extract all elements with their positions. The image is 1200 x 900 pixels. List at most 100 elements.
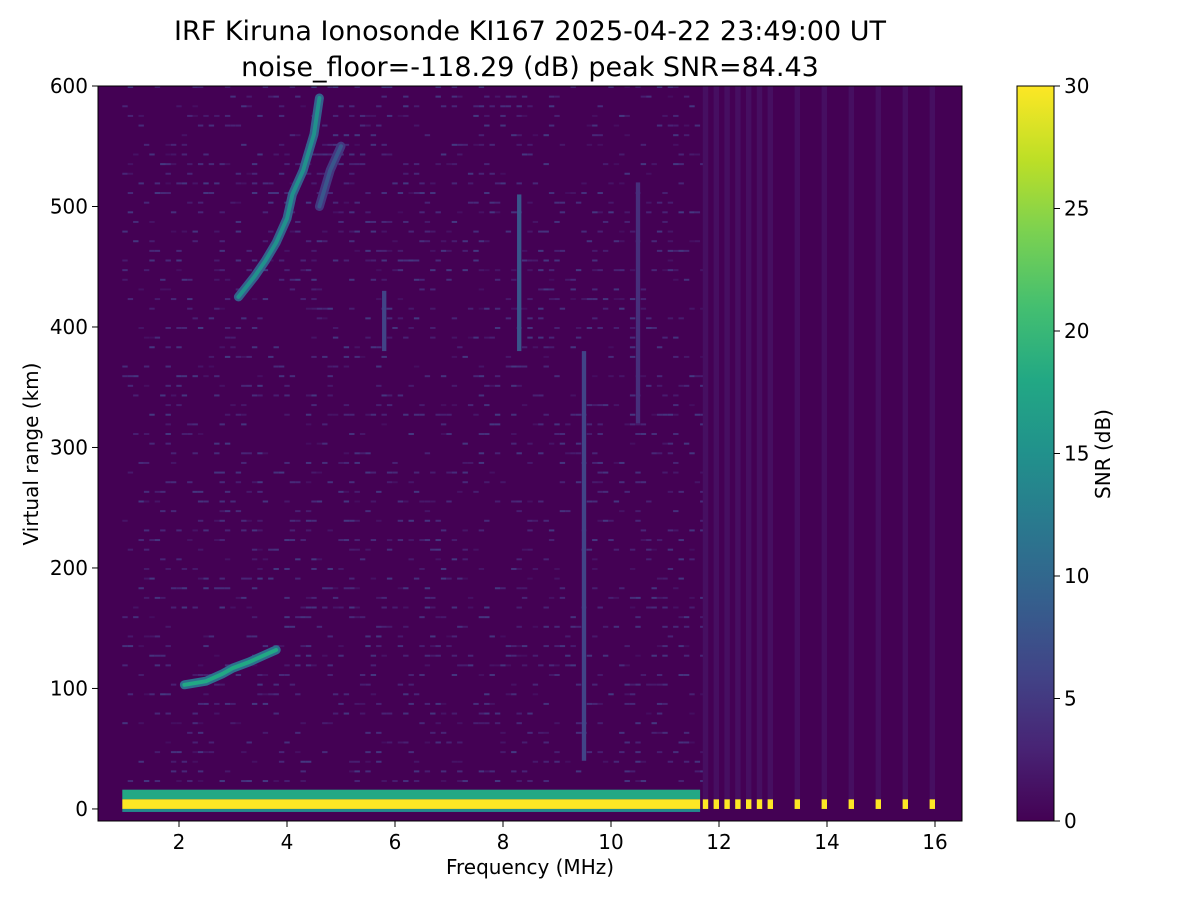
noise-cell [251,635,258,638]
noise-cell [365,770,371,773]
noise-cell [349,577,355,580]
noise-cell [386,220,393,223]
noise-cell [300,645,306,648]
noise-cell [651,722,657,725]
noise-cell [408,384,414,387]
noise-cell [241,404,247,407]
noise-cell [311,664,317,667]
noise-cell [262,693,269,696]
noise-cell [640,780,647,783]
noise-cell [181,567,188,570]
x-tick-label: 6 [389,830,402,854]
noise-cell [446,500,452,503]
noise-cell [451,539,458,542]
noise-cell [376,625,382,628]
noise-cell [305,240,312,243]
noise-cell [435,741,441,744]
noise-cell [592,249,598,252]
noise-cell [370,220,377,223]
noise-cell [127,693,134,696]
noise-cell [181,182,188,185]
noise-cell [327,384,333,387]
noise-cell [170,587,177,590]
noise-cell [548,95,555,98]
noise-cell [149,693,155,696]
noise-cell [424,510,431,513]
noise-cell [543,625,549,628]
noise-cell [214,394,220,397]
noise-cell [592,461,598,464]
noise-cell [176,558,182,561]
noise-cell [311,355,317,358]
noise-cell [397,539,404,542]
noise-cell [527,500,533,503]
noise-cell [424,587,431,590]
noise-cell [624,220,630,223]
noise-cell [451,163,458,166]
noise-cell [570,86,576,88]
noise-cell [586,143,593,146]
noise-cell [635,760,641,763]
noise-cell [241,519,247,522]
noise-cell [424,220,431,223]
noise-cell [154,539,161,542]
noise-cell [160,278,166,281]
noise-cell [565,654,571,657]
noise-cell [122,269,128,272]
noise-cell [403,259,409,262]
noise-cell [462,143,468,146]
noise-cell [527,548,533,551]
noise-cell [581,298,587,301]
noise-cell [511,95,517,98]
noise-cell [592,702,598,705]
noise-cell [624,780,630,783]
noise-cell [359,114,366,117]
noise-cell [349,760,355,763]
noise-cell [451,86,458,88]
noise-cell [619,298,625,301]
noise-cell [165,163,171,166]
noise-cell [219,780,225,783]
noise-cell [646,317,652,320]
noise-cell [656,674,663,676]
noise-cell [365,760,371,763]
noise-cell [602,625,609,628]
noise-cell [473,143,479,146]
noise-cell [440,567,447,570]
noise-cell [608,355,614,358]
noise-cell [484,712,490,715]
noise-cell [511,693,517,696]
noise-cell [667,240,674,243]
noise-cell [413,124,420,127]
noise-cell [311,606,317,609]
noise-cell [581,182,587,185]
noise-cell [127,192,134,195]
noise-cell [246,249,252,252]
noise-cell [521,548,528,551]
noise-cell [289,86,296,88]
noise-cell [214,587,220,590]
noise-cell [430,249,436,252]
noise-cell [500,751,506,754]
noise-cell [527,269,533,272]
noise-cell [197,770,204,773]
noise-cell [257,153,263,156]
noise-cell [430,712,436,715]
noise-cell [446,269,452,272]
noise-cell [127,211,134,214]
noise-cell [154,751,161,754]
noise-cell [694,124,701,127]
noise-cell [305,423,312,426]
noise-cell [521,259,528,262]
noise-cell [586,500,593,503]
noise-cell [640,529,647,532]
echo-streak [382,290,387,352]
noise-cell [181,230,188,233]
noise-cell [646,172,652,175]
noise-cell [673,124,679,127]
noise-cell [624,114,630,117]
noise-cell [602,471,609,474]
noise-cell [268,577,274,580]
noise-cell [251,558,258,561]
